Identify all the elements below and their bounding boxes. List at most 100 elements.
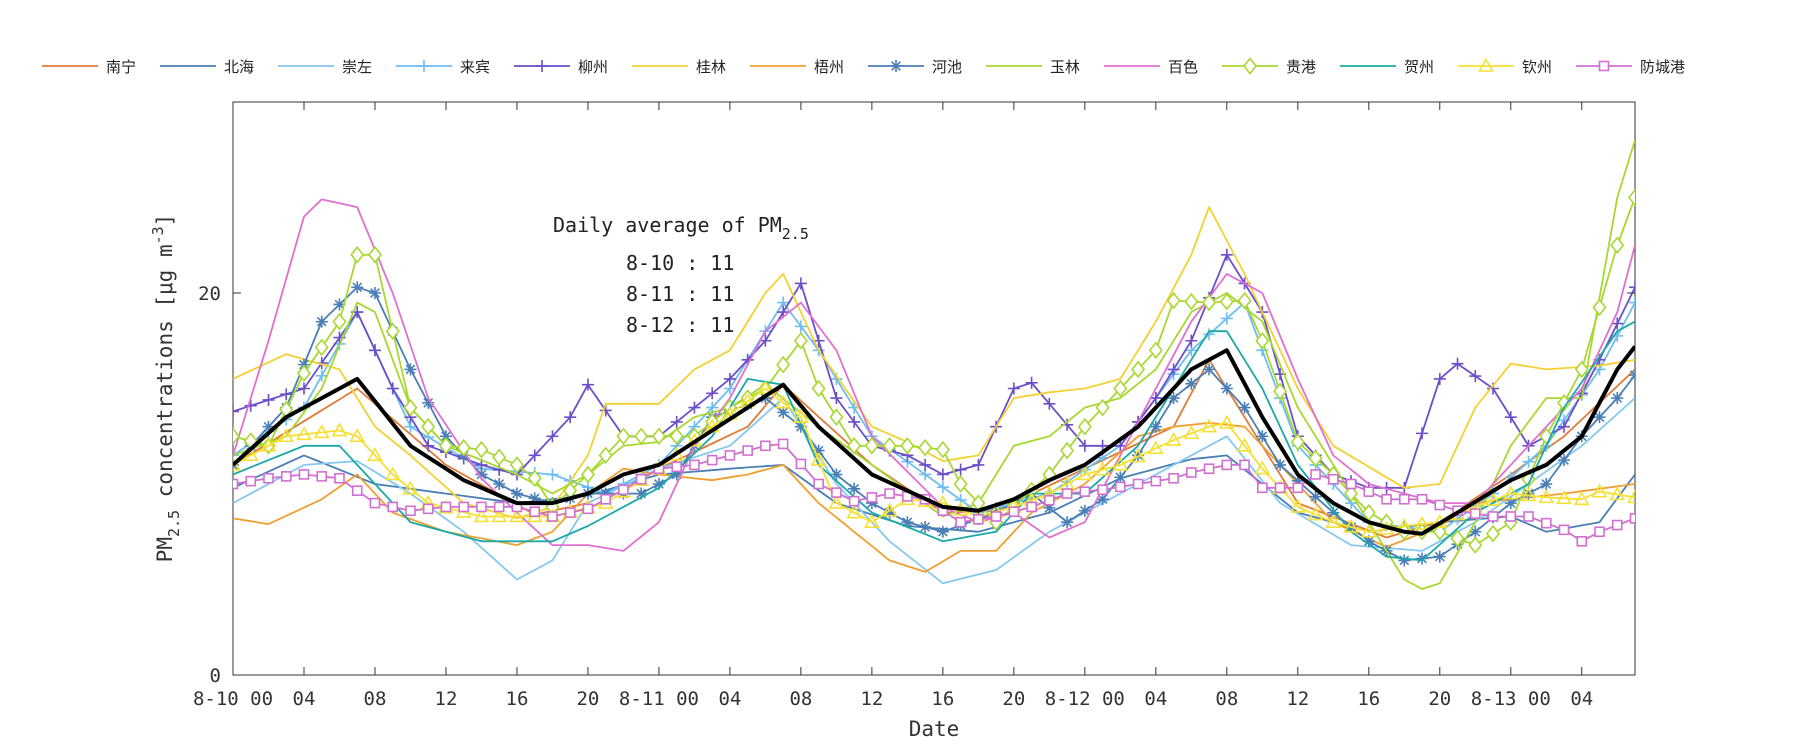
data-point: [1077, 417, 1092, 436]
legend-item: 贵港: [1222, 57, 1316, 76]
data-point: [1523, 511, 1534, 522]
legend-label: 钦州: [1522, 58, 1552, 76]
data-point: [1574, 360, 1589, 379]
data-point: [1629, 281, 1635, 294]
data-point: [1610, 236, 1625, 255]
data-point: [510, 487, 523, 500]
data-point: [492, 448, 507, 467]
data-point: [368, 287, 381, 299]
data-point: [723, 372, 736, 385]
data-point: [848, 482, 861, 495]
data-point: [1486, 524, 1501, 543]
data-point: [1594, 526, 1605, 538]
data-point: [527, 469, 542, 488]
series-3: [233, 397, 1635, 585]
data-point: [1591, 483, 1608, 498]
data-point: [919, 520, 932, 533]
data-point: [671, 461, 682, 473]
data-point: [260, 437, 277, 452]
data-point: [1290, 433, 1305, 451]
series-line: [233, 320, 1635, 562]
data-point: [438, 437, 453, 455]
data-point: [1558, 524, 1570, 536]
data-point: [1168, 472, 1179, 484]
data-point: [1629, 296, 1635, 309]
data-point: [1310, 469, 1321, 480]
data-point: [1203, 463, 1215, 475]
legend-marker: [1478, 57, 1494, 72]
axes: 8-10 00 04 08 12 16 20 8-11 00 04 08 12 16 20 8-12 0…: [193, 102, 1635, 710]
data-point: [794, 277, 807, 290]
data-point: [1221, 459, 1233, 471]
data-point: [1114, 471, 1127, 484]
data-point: [1292, 482, 1304, 494]
data-point: [404, 363, 417, 376]
data-point: [1201, 418, 1217, 433]
data-point: [528, 492, 541, 505]
data-point: [314, 338, 329, 357]
data-point: [334, 472, 345, 484]
legend-marker: [536, 60, 548, 72]
data-point: [331, 422, 348, 437]
data-point: [1450, 529, 1465, 548]
series-12: [233, 320, 1635, 562]
data-point: [776, 355, 791, 374]
data-point: [296, 426, 312, 441]
data-point: [1008, 506, 1020, 517]
data-point: [332, 312, 347, 331]
data-point: [1308, 449, 1323, 467]
data-point: [759, 334, 772, 347]
data-point: [1097, 484, 1108, 496]
data-point: [634, 427, 649, 446]
data-point: [830, 468, 843, 481]
data-point: [1148, 341, 1163, 360]
data-point: [1434, 499, 1446, 511]
data-point: [384, 466, 401, 481]
data-point: [793, 331, 808, 350]
data-point: [864, 437, 879, 455]
data-point: [439, 430, 452, 443]
data-point: [402, 480, 419, 495]
data-point: [493, 501, 505, 513]
data-point: [794, 320, 807, 333]
series-line: [233, 198, 1635, 552]
data-point: [955, 516, 966, 528]
data-point: [368, 344, 381, 357]
legend-item: 崇左: [278, 58, 372, 76]
data-point: [1185, 377, 1198, 390]
data-point: [883, 506, 896, 519]
data-point: [1043, 397, 1056, 410]
data-point: [316, 471, 328, 482]
data-point: [616, 427, 631, 446]
data-point: [813, 478, 824, 490]
legend-label: 贺州: [1404, 58, 1434, 76]
data-point: [297, 382, 310, 395]
x-tick-label: 8-12 00: [1045, 688, 1125, 710]
data-point: [529, 506, 540, 517]
data-point: [580, 465, 595, 484]
data-point: [1538, 489, 1555, 504]
data-point: [1433, 550, 1446, 563]
x-tick-label: 08: [1215, 688, 1238, 710]
data-point: [278, 428, 295, 443]
legend-item: 南宁: [42, 58, 136, 76]
data-point: [458, 501, 470, 513]
legend-label: 崇左: [342, 58, 372, 76]
data-point: [828, 494, 845, 509]
data-point: [1094, 461, 1111, 476]
series-layer: [233, 139, 1635, 590]
data-point: [1469, 370, 1482, 383]
legend-marker: [1598, 60, 1610, 72]
data-point: [1256, 430, 1269, 443]
data-point: [1237, 291, 1252, 310]
data-point: [1044, 494, 1055, 506]
data-point: [509, 508, 525, 523]
data-point: [1184, 292, 1199, 311]
data-point: [367, 447, 383, 462]
data-point: [1131, 360, 1146, 379]
data-point: [1345, 478, 1357, 490]
legend-marker: [890, 60, 902, 72]
data-point: [1398, 493, 1410, 505]
data-point: [1255, 331, 1270, 350]
data-point: [244, 399, 257, 412]
